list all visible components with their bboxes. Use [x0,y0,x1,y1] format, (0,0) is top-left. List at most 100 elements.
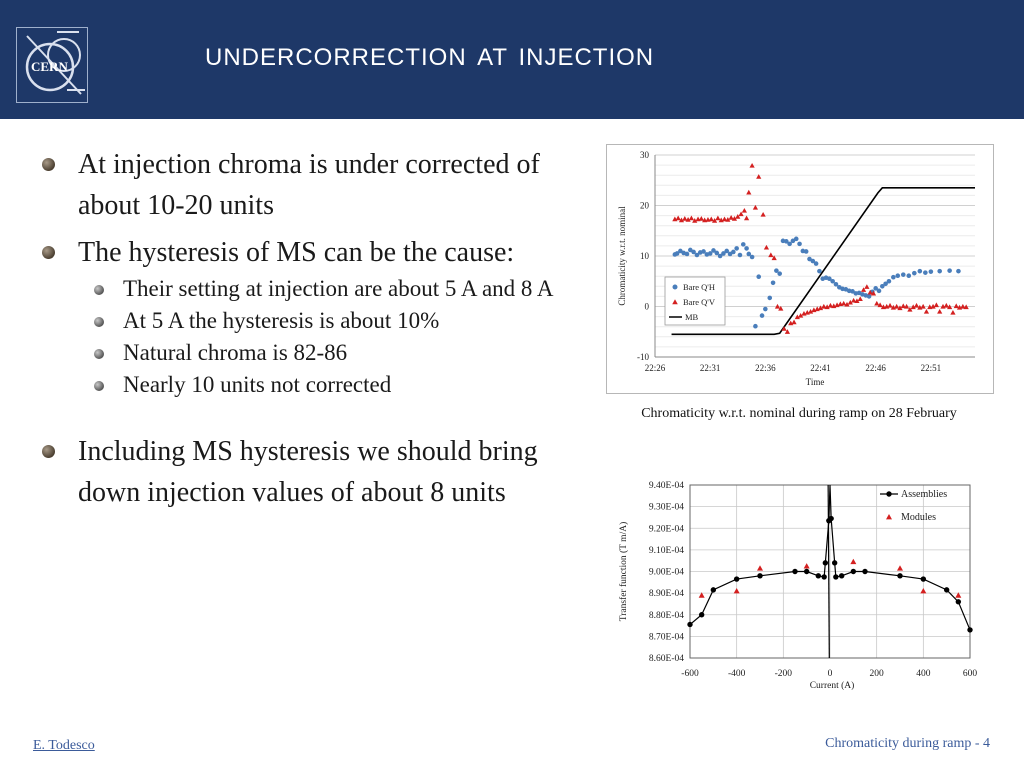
data-point-bare-qv [682,216,688,221]
bullet-marker-icon [94,285,104,295]
y-tick-label: 0 [645,302,650,312]
x-axis-title: Current (A) [810,680,855,691]
data-point-bare-qv [963,304,969,310]
data-point-bare-qh [691,249,696,255]
data-point-bare-qv [781,326,787,331]
y-tick-label: 8.90E-04 [649,589,684,599]
data-point-bare-qh [810,258,816,264]
data-point-bare-qv [756,174,762,179]
bullet-item: The hysteresis of MS can be the cause: [40,232,578,273]
data-point-bare-qh [756,274,762,280]
bullet-text: At 5 A the hysteresis is about 10% [123,308,440,333]
data-point-bare-qv [877,302,883,308]
author-link[interactable]: E. Todesco [33,738,95,753]
data-point-bare-qh [912,270,917,276]
y-axis-title: Chromaticity w.r.t. nominal [617,206,627,306]
data-point-bare-qv [725,217,731,222]
data-point-bare-qh [674,251,680,256]
slide-title: Undercorrection at injection [205,35,655,73]
bullet-marker-icon [94,317,104,327]
data-point-assemblies [828,515,834,522]
data-point-bare-qh [744,246,749,251]
data-point-bare-qv [841,300,847,306]
data-point-assemblies [862,568,868,575]
x-tick-label: 22:51 [921,363,942,373]
title-bar: CERN Undercorrection at injection [0,0,1024,119]
data-point-assemblies [822,560,829,566]
data-point-bare-qh [767,295,773,301]
legend-marker-bare-qv [672,299,678,305]
data-point-bare-qh [956,268,961,274]
y-tick-label: 9.40E-04 [649,481,684,491]
bullet-text: Nearly 10 units not corrected [123,372,392,397]
chromaticity-chart: -10 0 10 20 30 22:26 22:31 22:36 22:41 22:46 22:51… [606,144,994,394]
x-tick-label: -400 [728,669,746,679]
sub-bullet-item: Their setting at injection are about 5 A… [40,273,593,305]
data-point-bare-qv [943,302,949,308]
chromaticity-chart-svg: -10 0 10 20 30 22:26 22:31 22:36 22:41 22:46 22:51… [617,150,975,387]
data-point-modules [897,565,903,571]
x-tick-label: 22:41 [810,363,831,373]
data-point-bare-qv [867,289,873,295]
data-point-bare-qv [741,207,747,213]
data-point-bare-qh [770,280,776,286]
data-point-bare-qv [743,215,750,221]
bullet-marker-icon [42,158,55,171]
data-point-bare-qv [746,189,752,195]
data-point-assemblies [733,576,740,582]
data-point-bare-qh [886,278,892,284]
x-tick-label: 600 [963,669,978,679]
bullet-list: At injection chroma is under corrected o… [40,144,580,513]
data-point-bare-qv [791,319,797,325]
data-point-bare-qv [824,304,830,310]
data-point-bare-qv [685,217,691,222]
data-point-modules [803,563,810,569]
x-tick-label: 0 [828,669,833,679]
data-point-bare-qv [752,204,759,210]
data-point-bare-qv [857,296,863,302]
bullet-text: At injection chroma is under corrected o… [78,149,540,221]
data-point-bare-qv [794,314,800,320]
data-point-bare-qv [738,211,744,217]
data-point-bare-qv [947,304,953,310]
legend-marker-bare-qh [672,284,678,290]
data-point-assemblies [833,574,839,580]
data-point-bare-qh [817,268,822,274]
bullet-text: Including MS hysteresis we should bring … [78,436,538,508]
data-point-bare-qv [950,309,956,315]
data-point-bare-qv [715,215,721,221]
data-point-bare-qv [763,244,770,250]
legend-label-assemblies: Assemblies [901,489,947,500]
data-point-assemblies [710,587,717,593]
legend-label-bare-qh: Bare Q'H [683,282,715,292]
data-point-assemblies [803,568,810,575]
y-tick-label: 8.60E-04 [649,654,684,664]
data-point-bare-qv [933,302,939,308]
y-tick-label: 9.00E-04 [649,568,684,578]
data-point-bare-qh [790,238,796,244]
data-point-bare-qh [833,281,839,287]
y-tick-label: 20 [640,201,650,211]
data-point-assemblies [831,560,838,566]
data-point-bare-qh [891,274,896,280]
data-point-bare-qv [851,297,857,303]
data-point-modules [733,587,740,594]
data-point-assemblies [821,574,827,580]
transfer-function-chart-svg: 8.60E-04 8.70E-04 8.80E-04 8.90E-04 9.00E-04… [618,481,978,691]
x-tick-label: 200 [870,669,885,679]
data-point-assemblies [967,627,973,633]
y-tick-label: 9.10E-04 [649,546,684,556]
x-axis-title: Time [806,377,825,387]
bullet-marker-icon [94,381,104,391]
bullet-marker-icon [42,246,55,259]
data-point-bare-qh [906,273,912,278]
data-point-bare-qh [928,269,934,274]
data-point-bare-qh [759,313,765,318]
data-point-bare-qh [694,252,700,258]
data-point-bare-qh [827,276,832,282]
bullet-text: The hysteresis of MS can be the cause: [78,237,515,268]
data-point-bare-qv [678,217,685,223]
data-point-bare-qh [937,268,942,274]
bullet-text: Their setting at injection are about 5 A… [123,276,554,301]
data-point-bare-qh [830,278,835,284]
